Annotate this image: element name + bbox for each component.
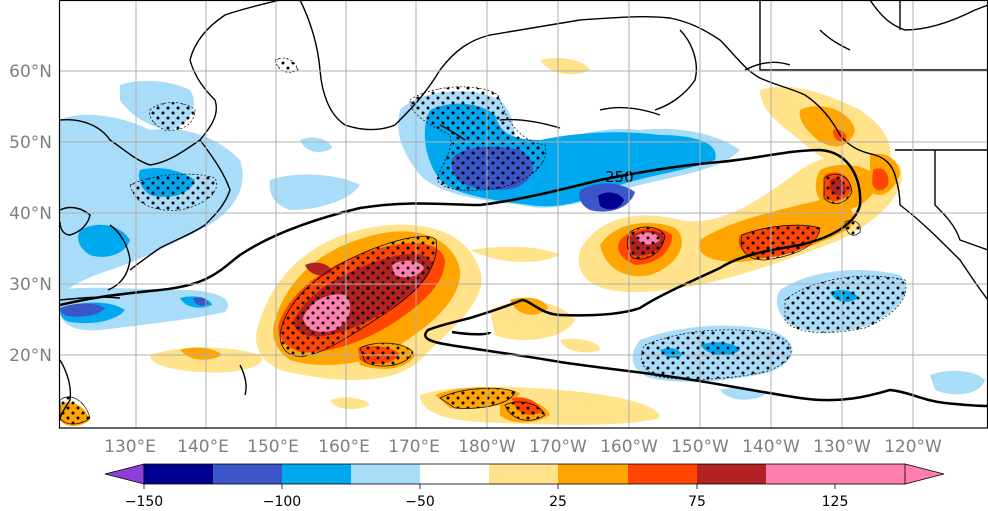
lon-label: 160°E — [318, 437, 370, 457]
colorbar-segment — [766, 464, 835, 484]
lat-label: 60°N — [9, 62, 52, 82]
lat-label: 40°N — [9, 204, 52, 224]
lon-label: 120°W — [884, 437, 942, 457]
colorbar-segment — [213, 464, 282, 484]
latitude-labels: 60°N 50°N 40°N 30°N 20°N — [9, 62, 52, 366]
contour-250 — [59, 148, 988, 408]
longitude-labels: 130°E 140°E 150°E 160°E 170°E 180°W 170°… — [104, 437, 942, 457]
colorbar-tick-label: −100 — [263, 494, 301, 510]
lon-label: 140°E — [177, 437, 229, 457]
colorbar-tick-label: 75 — [688, 494, 706, 510]
gridlines — [59, 0, 988, 428]
colorbar-segment — [628, 464, 697, 484]
colorbar-extend-low — [104, 463, 145, 485]
lat-label: 50°N — [9, 133, 52, 153]
colorbar-segment — [351, 464, 420, 484]
lon-label: 140°W — [742, 437, 800, 457]
colorbar: −150 −100 −50 25 75 125 — [104, 463, 945, 510]
colorbar-segment — [420, 464, 489, 484]
lon-label: 130°E — [104, 437, 156, 457]
lon-label: 160°W — [600, 437, 658, 457]
colorbar-outline — [143, 463, 906, 485]
colorbar-outline-high — [904, 463, 945, 485]
lon-label: 150°E — [247, 437, 299, 457]
contour-label: 250 — [605, 168, 634, 186]
colorbar-segment — [697, 464, 766, 484]
significance-stippling — [59, 57, 907, 425]
colorbar-tick-label: 25 — [549, 494, 567, 510]
negative-anomaly-navy — [598, 192, 624, 210]
colorbar-tick-label: −50 — [405, 494, 435, 510]
colorbar-segment — [489, 464, 558, 484]
lon-label: 170°E — [388, 437, 440, 457]
lon-label: 170°W — [529, 437, 587, 457]
lat-label: 20°N — [9, 346, 52, 366]
colorbar-tick-label: 125 — [822, 494, 849, 510]
lon-label: 180°W — [458, 437, 516, 457]
colorbar-segment — [144, 464, 213, 484]
colorbar-extend-high — [835, 464, 944, 484]
lat-label: 30°N — [9, 275, 52, 295]
colorbar-tick-label: −150 — [125, 494, 163, 510]
coastlines — [59, 0, 988, 421]
lon-label: 130°W — [813, 437, 871, 457]
colorbar-segment — [282, 464, 351, 484]
colorbar-segment — [558, 464, 628, 484]
lon-label: 150°W — [671, 437, 729, 457]
